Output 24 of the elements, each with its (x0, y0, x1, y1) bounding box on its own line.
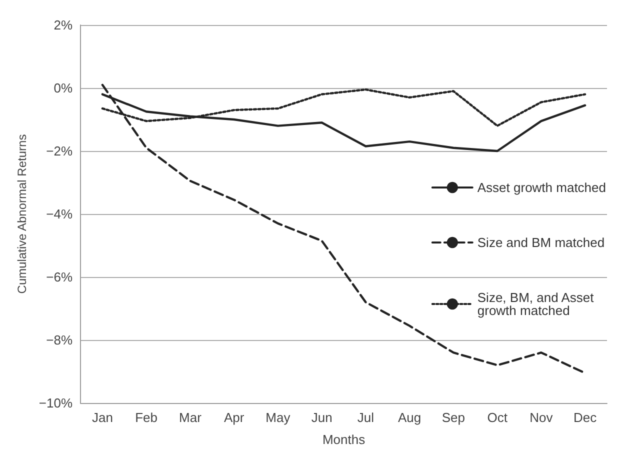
legend-label: Size, BM, and Asset growth matched (477, 290, 598, 318)
x-tick-label: Apr (224, 410, 245, 425)
legend-label: Asset growth matched (477, 180, 606, 195)
x-tick-label: Jun (311, 410, 332, 425)
y-tick-label: 0% (54, 80, 73, 96)
x-tick-label: May (266, 410, 291, 425)
x-tick-label: Feb (135, 410, 158, 425)
x-tick-label: Jan (92, 410, 113, 425)
x-tick-label: Oct (487, 410, 508, 425)
legend-label: Size and BM matched (477, 235, 605, 250)
y-tick-label: −2% (46, 144, 73, 158)
x-tick-label: Aug (398, 410, 422, 425)
x-tick-label: Sep (442, 410, 466, 425)
y-tick-label: −10% (38, 396, 73, 410)
x-axis-title: Months (322, 432, 366, 447)
x-tick-label: Mar (179, 410, 202, 425)
x-tick-label: Nov (530, 410, 554, 425)
y-tick-label: 2% (54, 18, 73, 32)
y-tick-label: −4% (46, 206, 73, 222)
x-tick-label: Jul (357, 410, 374, 425)
y-tick-label: −6% (46, 270, 73, 284)
x-tick-label: Dec (574, 410, 598, 425)
y-axis-title: Cumulative Abnormal Returns (15, 134, 29, 294)
y-tick-label: −8% (46, 332, 73, 348)
